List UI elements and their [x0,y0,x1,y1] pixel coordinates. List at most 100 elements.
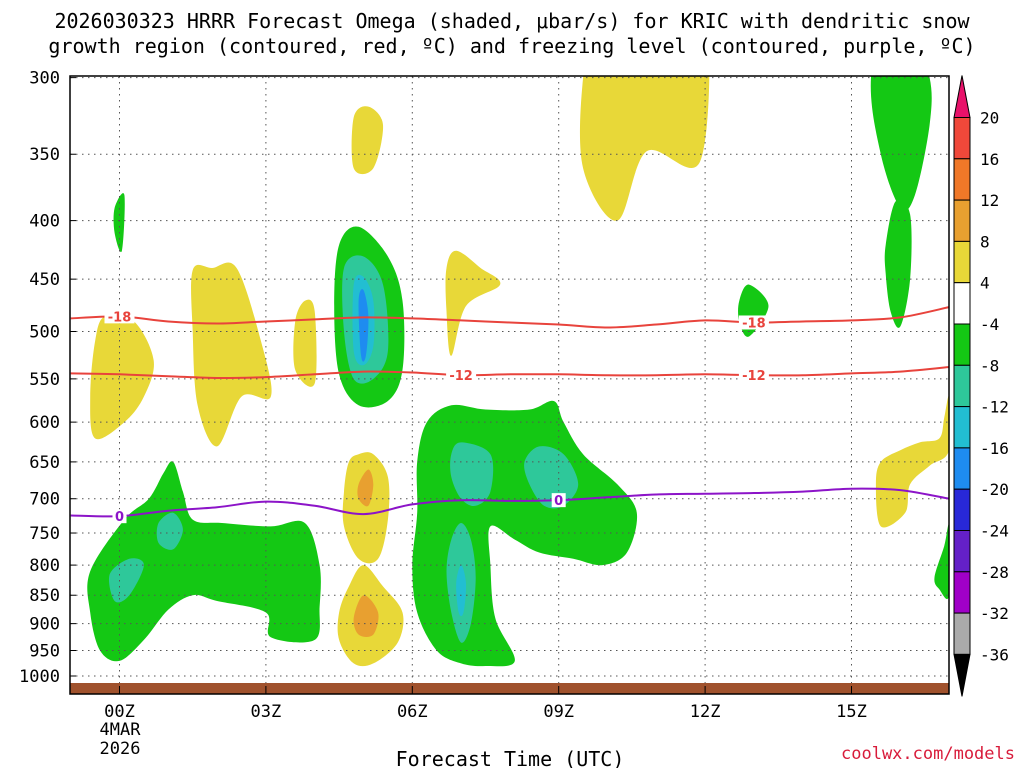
omega-region-21 [108,558,144,603]
credit-label: coolwx.com/models [841,744,1015,764]
xtick-label-06Z: 06Z [397,702,428,722]
contour-0 [70,306,949,329]
contour-label-bg-1-1 [738,368,769,383]
ground-strip [70,683,949,694]
omega-region-25 [524,446,579,509]
contour-label-bg-0-0 [104,309,135,324]
omega-region-2 [191,262,272,447]
contour-label-bg-1-0 [446,368,477,383]
contour-2 [70,487,949,518]
ytick-label-900: 900 [29,615,60,635]
plot-frame [69,75,950,695]
omega-region-5 [445,250,501,356]
ytick-label-600: 600 [29,413,60,433]
xtick-label-09Z: 09Z [543,702,574,722]
omega-region-17 [870,76,932,211]
colorbar-bin-5 [953,282,971,325]
omega-region-19 [934,524,949,600]
ytick-label-1000: 1000 [19,667,60,687]
contour-label-1-0: -12 [449,369,473,384]
xtick-label-00Z: 00Z [104,702,135,722]
omega-region-20 [87,461,321,662]
xtick-label-03Z: 03Z [251,702,282,722]
colorbar-label--4: -4 [980,315,999,334]
ytick-label-300: 300 [29,69,60,89]
omega-region-15 [358,289,369,362]
colorbar-bin-12 [953,571,971,614]
contour-label-1-1: -12 [742,369,766,384]
date-label-year: 2026 [100,739,141,759]
colorbar-bin-11 [953,530,971,573]
omega-region-3 [90,314,154,440]
colorbar-label--16: -16 [980,439,1009,458]
chart-title-line2: growth region (contoured, red, ºC) and f… [48,34,976,58]
ytick-label-650: 650 [29,453,60,473]
colorbar-label--24: -24 [980,522,1009,541]
contour-label-bg-2-1 [551,493,566,508]
colorbar-label-12: 12 [980,191,999,210]
omega-shading-layer [87,76,949,667]
colorbar-bin-4 [953,240,971,284]
contour-label-0-0: -18 [108,310,132,325]
omega-region-10 [353,595,379,637]
date-label-month: 4MAR [100,720,142,740]
colorbar-label-8: 8 [980,232,990,251]
y-axis: 2503003504004505005506006507007508008509… [19,69,76,687]
colorbar-bin-13 [953,612,971,655]
omega-region-18 [884,199,912,328]
omega-region-0 [579,76,710,221]
colorbar-label--32: -32 [980,604,1009,623]
xtick-label-12Z: 12Z [690,702,721,722]
colorbar: 20 16 12 8 4 -4 -8 -12 -16 -20 -24 -28 -32 -36 [953,75,1009,697]
colorbar-label--28: -28 [980,563,1009,582]
chart-title-line1: 2026030323 HRRR Forecast Omega (shaded, … [54,9,970,33]
omega-region-4 [293,299,317,387]
ytick-label-850: 850 [29,586,60,606]
colorbar-label--20: -20 [980,480,1009,499]
x-axis-title: Forecast Time (UTC) [396,747,625,768]
ytick-label-700: 700 [29,490,60,510]
omega-region-11 [113,193,125,253]
omega-region-22 [156,512,183,550]
colorbar-label--36: -36 [980,645,1009,664]
colorbar-label--8: -8 [980,356,999,375]
contour-label-2-0: 0 [115,510,124,525]
colorbar-bin-3 [953,199,971,242]
colorbar-bin-9 [953,447,971,490]
grid-lines [70,76,949,694]
contour-label-bg-0-1 [738,315,769,330]
contour-label-2-1: 0 [554,494,563,509]
x-axis: 00Z 03Z 06Z 09Z 12Z 15Z [104,686,867,722]
contour-1 [70,366,949,380]
omega-region-6 [875,395,949,528]
colorbar-bin-10 [953,488,971,532]
colorbar-label--12: -12 [980,398,1009,417]
contour-layer: -18 -18 -12 -12 0 0 [70,306,949,525]
ytick-label-950: 950 [29,642,60,662]
omega-region-27 [456,565,467,617]
contour-label-bg-2-0 [112,509,127,524]
colorbar-bin-8 [953,406,971,449]
contour-label-0-1: -18 [742,316,766,331]
omega-region-7 [342,452,390,564]
colorbar-bin-6 [953,323,971,366]
ytick-label-800: 800 [29,556,60,576]
colorbar-bin-1 [953,117,971,160]
ytick-label-550: 550 [29,370,60,390]
colorbar-bin-7 [953,364,971,408]
colorbar-label-4: 4 [980,274,990,293]
colorbar-bottom-arrow [953,653,971,697]
omega-region-8 [357,469,374,507]
xtick-label-15Z: 15Z [836,702,867,722]
ytick-label-500: 500 [29,323,60,343]
ytick-label-400: 400 [29,212,60,232]
ytick-label-750: 750 [29,524,60,544]
omega-region-1 [351,106,384,175]
colorbar-label-16: 16 [980,150,999,169]
colorbar-label-20: 20 [980,109,999,128]
omega-region-24 [450,442,494,507]
ytick-label-350: 350 [29,145,60,165]
colorbar-top-arrow [953,75,971,118]
colorbar-bin-2 [953,158,971,201]
